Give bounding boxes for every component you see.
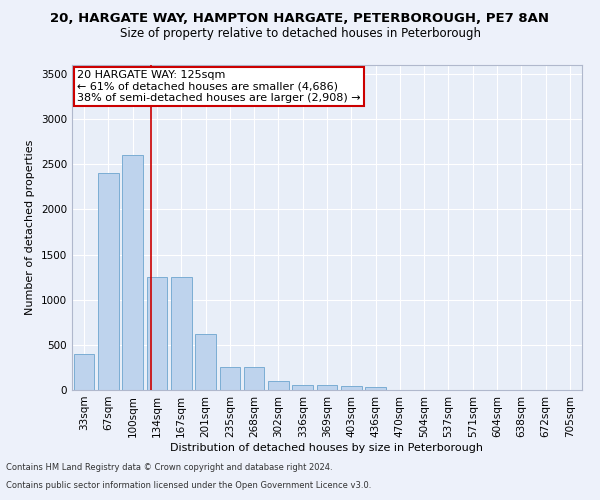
Bar <box>195 334 216 390</box>
Bar <box>98 174 119 390</box>
Y-axis label: Number of detached properties: Number of detached properties <box>25 140 35 315</box>
Bar <box>365 388 386 390</box>
Text: Contains public sector information licensed under the Open Government Licence v3: Contains public sector information licen… <box>6 481 371 490</box>
Bar <box>122 156 143 390</box>
X-axis label: Distribution of detached houses by size in Peterborough: Distribution of detached houses by size … <box>170 442 484 452</box>
Bar <box>317 386 337 390</box>
Bar <box>74 354 94 390</box>
Bar <box>244 368 265 390</box>
Bar <box>220 368 240 390</box>
Bar <box>268 381 289 390</box>
Bar <box>292 384 313 390</box>
Text: Contains HM Land Registry data © Crown copyright and database right 2024.: Contains HM Land Registry data © Crown c… <box>6 464 332 472</box>
Text: 20 HARGATE WAY: 125sqm
← 61% of detached houses are smaller (4,686)
38% of semi-: 20 HARGATE WAY: 125sqm ← 61% of detached… <box>77 70 361 103</box>
Bar <box>171 277 191 390</box>
Bar <box>146 277 167 390</box>
Text: 20, HARGATE WAY, HAMPTON HARGATE, PETERBOROUGH, PE7 8AN: 20, HARGATE WAY, HAMPTON HARGATE, PETERB… <box>50 12 550 26</box>
Bar <box>341 386 362 390</box>
Text: Size of property relative to detached houses in Peterborough: Size of property relative to detached ho… <box>119 28 481 40</box>
